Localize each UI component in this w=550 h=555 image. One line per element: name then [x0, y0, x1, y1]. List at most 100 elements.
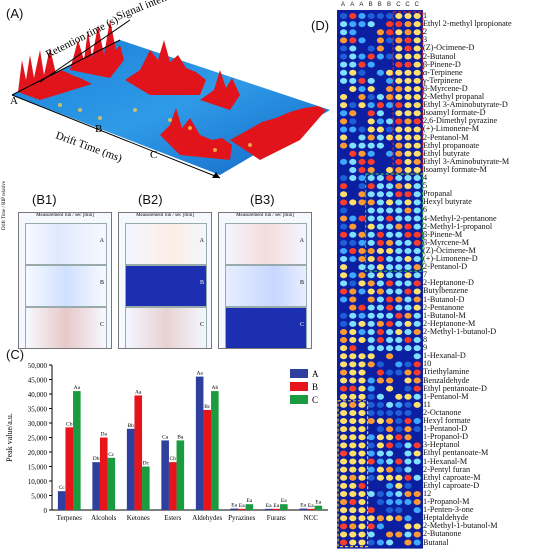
fingerprint-cell — [376, 458, 384, 465]
fingerprint-cell — [358, 264, 366, 271]
compound-label: 2-Octanone — [423, 407, 462, 417]
column-header: B — [377, 2, 382, 8]
fingerprint-cell — [358, 426, 366, 433]
fingerprint-cell — [358, 175, 366, 182]
fingerprint-cell — [340, 337, 348, 344]
fingerprint-cell — [358, 223, 366, 230]
fingerprint-cell — [340, 377, 348, 384]
fingerprint-cell — [349, 337, 357, 344]
fingerprint-cell — [340, 199, 348, 206]
fingerprint-cell — [413, 442, 421, 449]
compound-label: 8 — [423, 335, 428, 344]
fingerprint-cell — [340, 37, 348, 44]
fingerprint-cell — [386, 175, 394, 182]
fingerprint-cell — [404, 45, 412, 52]
fingerprint-cell — [376, 377, 384, 384]
compound-label: 2,6-Dimethyl pyrazine — [423, 116, 498, 126]
fingerprint-cell — [340, 45, 348, 52]
compound-label: 9 — [423, 343, 428, 353]
fingerprint-cell — [376, 385, 384, 392]
compound-label: Hexyl butyrate — [423, 197, 472, 207]
b2-row-a: A — [125, 223, 207, 265]
fingerprint-cell — [340, 466, 348, 473]
fingerprint-cell — [358, 13, 366, 20]
category-label: Aldehydes — [192, 514, 222, 522]
fingerprint-cell — [367, 272, 375, 279]
fingerprint-cell — [367, 507, 375, 514]
fingerprint-cell — [349, 523, 357, 530]
fingerprint-cell — [376, 304, 384, 311]
fingerprint-cell — [386, 199, 394, 206]
fingerprint-cell — [413, 223, 421, 230]
fingerprint-cell — [367, 94, 375, 101]
fingerprint-cell — [395, 418, 403, 425]
fingerprint-cell — [395, 158, 403, 165]
fingerprint-cell — [340, 385, 348, 392]
b1-title: Measurement run / sec [min] — [36, 213, 94, 218]
fingerprint-cell — [404, 69, 412, 76]
fingerprint-cell — [386, 434, 394, 441]
fingerprint-cell — [413, 418, 421, 425]
fingerprint-cell — [349, 490, 357, 497]
fingerprint-cell — [367, 264, 375, 271]
fingerprint-cell — [404, 345, 412, 352]
fingerprint-cell — [386, 166, 394, 173]
fingerprint-cell — [404, 37, 412, 44]
fingerprint-cell — [358, 507, 366, 514]
signal-axis-label: Signal intensity (v) — [115, 0, 198, 23]
fingerprint-cell — [367, 312, 375, 319]
fingerprint-cell — [413, 482, 421, 489]
compound-label: 6 — [423, 205, 428, 215]
compound-label: (+)-Limonene-M — [423, 124, 479, 134]
fingerprint-cell — [413, 29, 421, 36]
fingerprint-cell — [340, 515, 348, 522]
fingerprint-cell — [386, 345, 394, 352]
fingerprint-cell — [404, 482, 412, 489]
bar-C-alcohols — [107, 457, 116, 510]
fingerprint-cell — [340, 369, 348, 376]
bar-significance-label: Cc — [108, 452, 115, 458]
fingerprint-cell — [340, 426, 348, 433]
bar-B-ncc — [306, 508, 315, 510]
legend-swatch-B — [290, 382, 308, 391]
fingerprint-cell — [358, 345, 366, 352]
fingerprint-cell — [358, 353, 366, 360]
fingerprint-cell — [413, 77, 421, 84]
fingerprint-cell — [395, 312, 403, 319]
fingerprint-cell — [367, 126, 375, 133]
fingerprint-cell — [404, 369, 412, 376]
compound-label: 2-Pentyl furan — [423, 464, 471, 474]
fingerprint-cell — [386, 110, 394, 117]
fingerprint-cell — [349, 264, 357, 271]
fingerprint-cell — [404, 264, 412, 271]
retention-axis — [11, 39, 121, 96]
fingerprint-cell — [340, 223, 348, 230]
fingerprint-cell — [395, 296, 403, 303]
bar-significance-label: Ea — [239, 503, 245, 509]
bar-significance-label: Ea — [273, 503, 279, 509]
bar-B-ketones — [134, 395, 143, 510]
fingerprint-cell — [340, 523, 348, 530]
fingerprint-cell — [349, 69, 357, 76]
fingerprint-cell — [367, 85, 375, 92]
compound-label: Ethyl caproate-M — [423, 472, 481, 482]
fingerprint-cell — [404, 296, 412, 303]
fingerprint-cell — [413, 158, 421, 165]
column-header: A — [350, 2, 355, 8]
y-tick-label: 30,000 — [28, 420, 48, 428]
fingerprint-cell — [395, 507, 403, 514]
fingerprint-cell — [340, 320, 348, 327]
fingerprint-cell — [386, 29, 394, 36]
bar-significance-label: Cb — [170, 456, 177, 462]
compound-label: Ethyl 3-Aminobutyrate-M — [423, 156, 510, 166]
fingerprint-cell — [358, 126, 366, 133]
fingerprint-cell — [340, 142, 348, 149]
compound-label: Isoamyl formate-M — [423, 164, 487, 174]
fingerprint-cell — [358, 369, 366, 376]
fingerprint-cell — [395, 142, 403, 149]
fingerprint-cell — [404, 223, 412, 230]
bar-significance-label: Ba — [177, 434, 184, 440]
fingerprint-cell — [395, 490, 403, 497]
fingerprint-cell — [376, 21, 384, 28]
fingerprint-cell — [376, 150, 384, 157]
